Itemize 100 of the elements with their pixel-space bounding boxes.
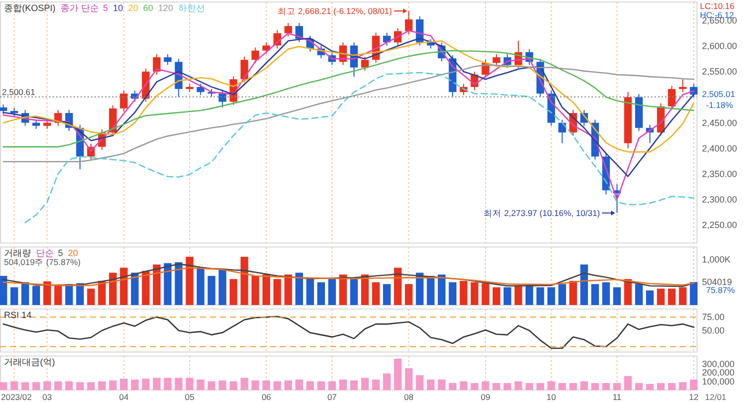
bar [208, 381, 216, 390]
bar [646, 290, 654, 305]
y-tick-label: 2,550.00 [702, 66, 738, 77]
y-tick-label: 2,250.00 [702, 220, 738, 230]
bar [690, 282, 698, 305]
bar [460, 280, 468, 305]
y-tick-label: 50.00 [702, 326, 725, 336]
bar [10, 287, 18, 305]
bar [470, 383, 478, 390]
text: 하한선 [178, 3, 206, 13]
text: 5 [58, 248, 64, 258]
bar [174, 378, 182, 390]
bar [394, 268, 402, 305]
annotation: 최저 2,273.97 (10.16%, 10/31) [484, 208, 600, 218]
bar [252, 380, 260, 390]
bar [98, 381, 106, 390]
bar [482, 381, 490, 390]
text: 120 [158, 3, 174, 13]
bar [240, 256, 248, 305]
y-tick-label: 2,450.00 [702, 118, 738, 128]
bar [152, 378, 161, 390]
bar [21, 282, 30, 305]
bar [438, 274, 446, 305]
y-tick-label: 1,000K [702, 254, 731, 265]
bar [196, 380, 204, 390]
bar [328, 279, 336, 305]
bar [383, 284, 391, 305]
bar [394, 358, 402, 390]
bar [580, 264, 588, 305]
bar [0, 276, 8, 305]
bar [426, 380, 435, 390]
bar [98, 280, 106, 305]
ref-line-label: 2,500.61 [2, 86, 36, 97]
bar [558, 284, 566, 305]
bar [690, 380, 698, 390]
bar [152, 264, 161, 305]
y-tick-label: 75.00 [702, 312, 725, 322]
bar [339, 380, 347, 390]
bar [284, 380, 292, 390]
bar [514, 381, 522, 390]
y-tick-label: 300,000 [702, 358, 735, 369]
bar [43, 281, 51, 305]
bar [624, 376, 632, 390]
bar [558, 383, 566, 390]
bar [317, 282, 325, 305]
bar [657, 288, 665, 305]
bar [120, 378, 128, 390]
bar [678, 382, 687, 390]
bar [372, 282, 380, 305]
bar [10, 381, 18, 390]
bar [65, 284, 73, 305]
bar [602, 383, 610, 390]
chart-title: 거래대금(억) [4, 357, 55, 367]
bar [273, 381, 282, 390]
text: 20 [128, 3, 138, 13]
bar [635, 383, 643, 390]
text: 75.87% [706, 285, 736, 295]
chart-title: 종합(KOSPI) [4, 3, 56, 13]
bar [164, 263, 172, 305]
text: 20 [68, 248, 78, 258]
x-tick-label: 2023/02 [1, 392, 32, 402]
legend-title: 종가 단순 [60, 3, 100, 13]
chart-title: RSI 14 [4, 310, 32, 320]
x-tick-label: 11 [612, 392, 622, 402]
bar [43, 381, 51, 390]
bar [65, 381, 73, 390]
y-tick-label: 100,000 [702, 376, 735, 386]
bar [569, 383, 577, 390]
bar [350, 279, 358, 305]
bar [525, 383, 534, 390]
bar [218, 270, 226, 305]
bar [240, 378, 248, 390]
bar [0, 382, 8, 390]
y-tick-label: 2,350.00 [702, 168, 738, 179]
annotation: 최고 2,668.21 (-6.12%, 08/01) [278, 6, 392, 16]
y-tick-label: 2,600.00 [702, 41, 738, 52]
line-series [2, 267, 694, 286]
bar [678, 287, 687, 305]
bar [613, 383, 621, 390]
bar [87, 288, 95, 305]
y-tick-label: 504019 [702, 277, 732, 288]
bar [404, 368, 413, 390]
bar [547, 381, 556, 390]
bar [591, 284, 599, 305]
bar [273, 279, 282, 305]
bar [460, 381, 468, 390]
bar [438, 380, 446, 390]
bar [448, 383, 456, 390]
bar [54, 284, 62, 305]
bar [142, 270, 150, 305]
bar [120, 268, 128, 305]
bar [32, 382, 40, 390]
text: 2,505.01 [702, 89, 736, 99]
bar [284, 274, 292, 305]
bar [350, 380, 358, 390]
bar [668, 288, 676, 305]
bar [196, 268, 204, 305]
text: 60 [143, 3, 154, 13]
bar [295, 380, 304, 390]
bar [174, 262, 182, 305]
